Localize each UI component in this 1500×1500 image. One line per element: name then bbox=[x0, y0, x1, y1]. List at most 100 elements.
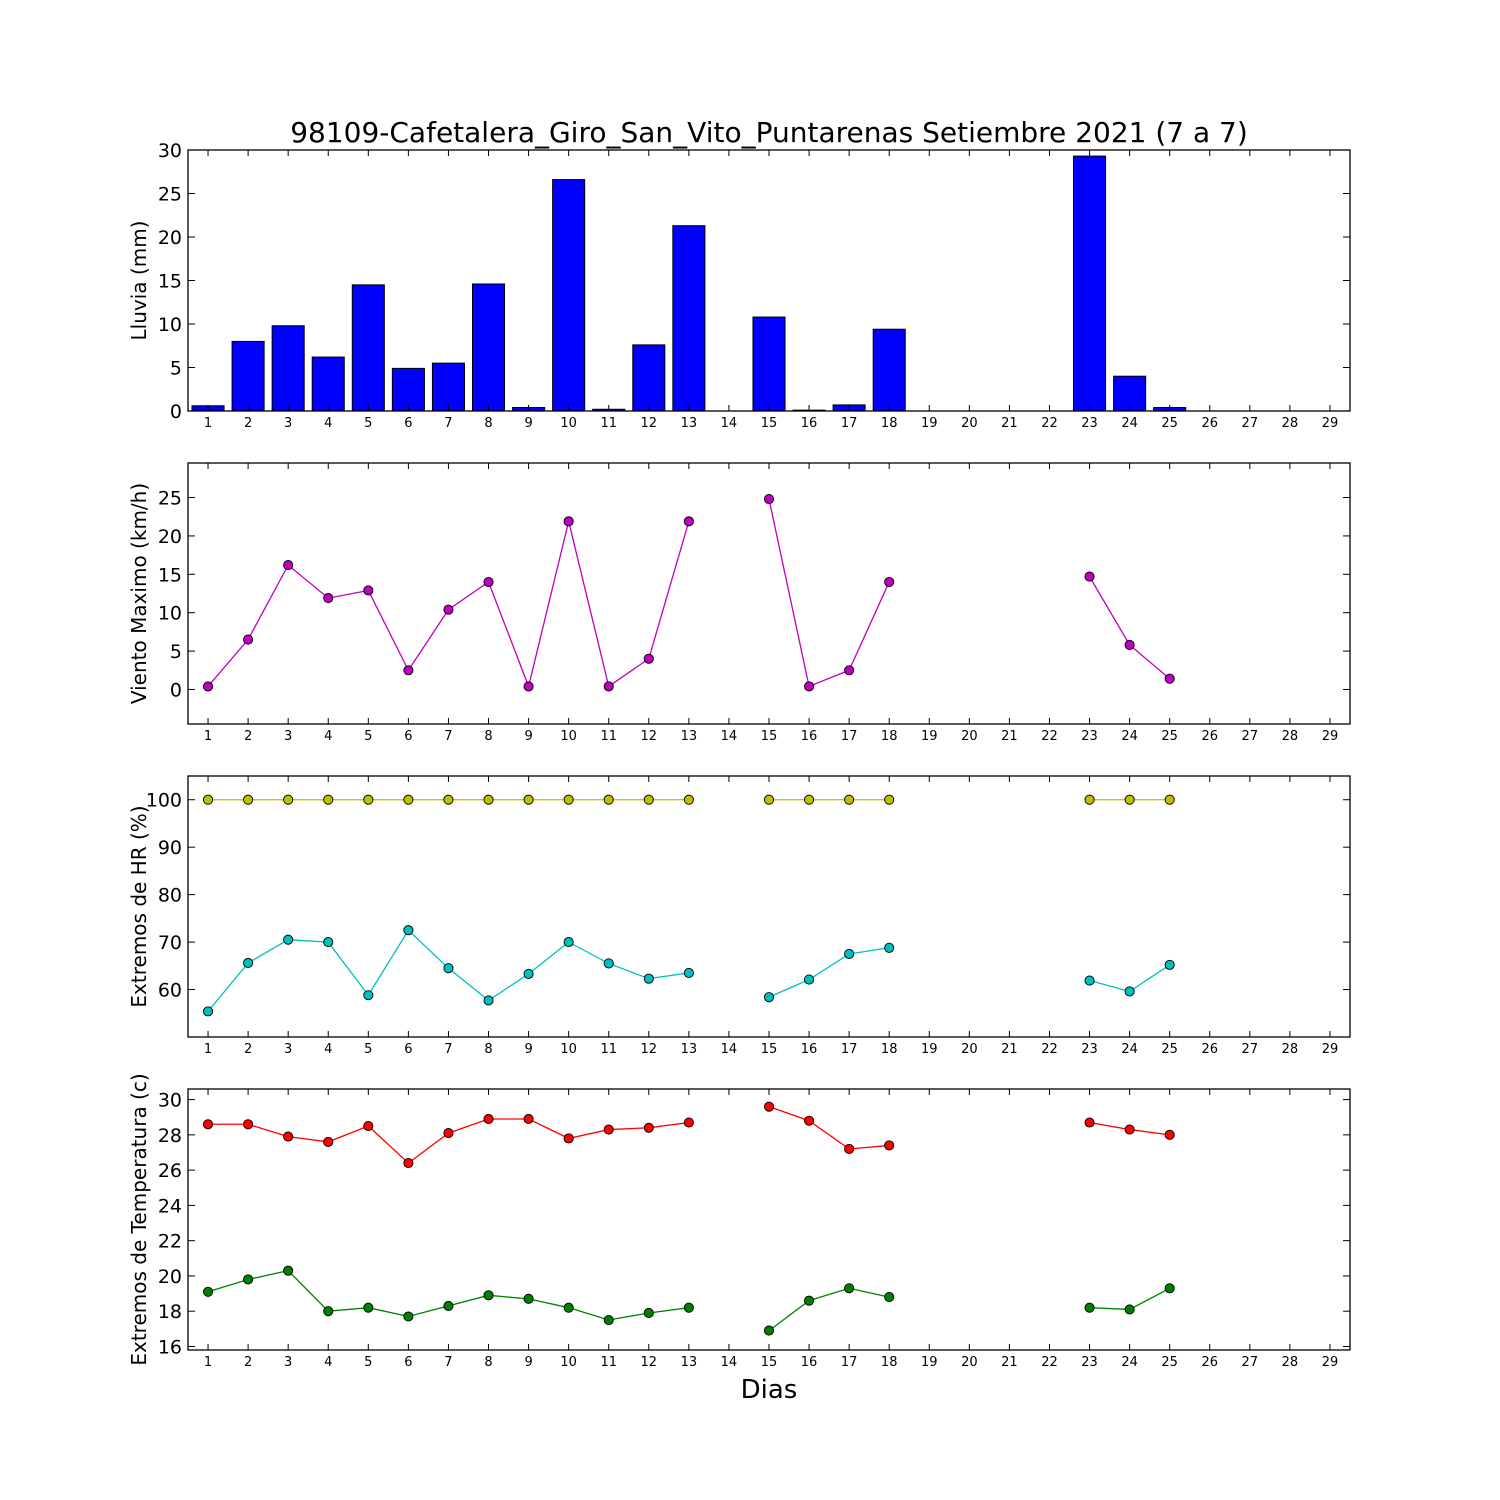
wind-y-tick-label: 5 bbox=[170, 641, 182, 663]
wind-y-tick-label: 10 bbox=[158, 603, 182, 625]
hr-y-tick-label: 90 bbox=[158, 837, 182, 859]
hr-series-0-point bbox=[1084, 794, 1095, 805]
hr-y-axis-label: Extremos de HR (%) bbox=[127, 805, 151, 1007]
temp-series-0-point bbox=[523, 1113, 534, 1125]
rain-bar bbox=[1073, 155, 1107, 412]
rain-y-axis-label: Lluvia (mm) bbox=[127, 221, 151, 341]
hr-series-0-point bbox=[1124, 794, 1135, 805]
hr-x-tick-label: 15 bbox=[761, 1042, 778, 1057]
temp-series-1-point bbox=[283, 1265, 294, 1276]
rain-x-tick-label: 5 bbox=[364, 416, 372, 431]
temp-x-tick-label: 24 bbox=[1121, 1355, 1138, 1370]
hr-x-tick-label: 4 bbox=[324, 1042, 332, 1057]
wind-y-tick-label: 0 bbox=[170, 679, 182, 701]
wind-y-tick-label: 15 bbox=[158, 564, 182, 586]
hr-x-tick-label: 6 bbox=[404, 1042, 412, 1057]
hr-x-tick-label: 2 bbox=[244, 1042, 252, 1057]
wind-x-tick-label: 10 bbox=[560, 729, 577, 744]
wind-x-tick-label: 21 bbox=[1001, 729, 1018, 744]
rain-x-tick-label: 15 bbox=[761, 416, 778, 431]
temp-series-1-point bbox=[243, 1274, 254, 1285]
rain-bar bbox=[351, 284, 385, 412]
hr-x-tick-label: 28 bbox=[1282, 1042, 1299, 1057]
rain-y-tick-label: 20 bbox=[158, 227, 182, 249]
wind-series-0-line bbox=[768, 498, 890, 688]
temp-series-1-point bbox=[443, 1300, 454, 1311]
temp-x-tick-label: 7 bbox=[444, 1355, 452, 1370]
temp-series-1-point bbox=[483, 1290, 494, 1301]
wind-x-tick-label: 5 bbox=[364, 729, 372, 744]
hr-series-0-point bbox=[283, 794, 294, 805]
temp-y-axis-label: Extremos de Temperatura (c) bbox=[127, 1073, 151, 1365]
hr-series-0-point bbox=[844, 794, 855, 805]
wind-series-0-point bbox=[403, 665, 414, 676]
hr-series-1-point bbox=[603, 958, 614, 969]
temp-y-tick-label: 24 bbox=[158, 1195, 182, 1217]
hr-series-1-line bbox=[768, 947, 890, 998]
rain-x-tick-label: 17 bbox=[841, 416, 858, 431]
hr-series-0-point bbox=[1164, 794, 1175, 805]
temp-x-tick-label: 26 bbox=[1201, 1355, 1218, 1370]
hr-series-0-point bbox=[363, 794, 374, 805]
x-axis-label: Dias bbox=[741, 1375, 798, 1405]
hr-series-0-point bbox=[483, 794, 494, 805]
hr-x-tick-label: 24 bbox=[1121, 1042, 1138, 1057]
temp-x-tick-label: 28 bbox=[1282, 1355, 1299, 1370]
rain-bar bbox=[311, 356, 345, 412]
wind-x-tick-label: 9 bbox=[524, 729, 532, 744]
temp-x-tick-label: 10 bbox=[560, 1355, 577, 1370]
hr-series-1-point bbox=[523, 968, 534, 979]
temp-x-tick-label: 8 bbox=[484, 1355, 492, 1370]
wind-series-0-point bbox=[643, 653, 654, 664]
wind-x-tick-label: 13 bbox=[681, 729, 698, 744]
rain-bar bbox=[752, 316, 786, 412]
hr-y-tick-label: 80 bbox=[158, 885, 182, 907]
rain-x-tick-label: 16 bbox=[801, 416, 818, 431]
wind-series-0-point bbox=[683, 516, 694, 527]
temp-x-tick-label: 12 bbox=[641, 1355, 658, 1370]
rain-x-tick-label: 13 bbox=[681, 416, 698, 431]
rain-x-tick-label: 3 bbox=[284, 416, 292, 431]
rain-x-tick-label: 9 bbox=[524, 416, 532, 431]
temp-x-tick-label: 25 bbox=[1161, 1355, 1178, 1370]
wind-x-tick-label: 26 bbox=[1201, 729, 1218, 744]
temp-x-tick-label: 15 bbox=[761, 1355, 778, 1370]
wind-series-0-point bbox=[1164, 673, 1175, 684]
wind-x-tick-label: 17 bbox=[841, 729, 858, 744]
rain-y-tick-label: 5 bbox=[170, 358, 182, 380]
rain-bar bbox=[552, 179, 586, 412]
temp-y-tick-label: 16 bbox=[158, 1336, 182, 1358]
rain-y-tick-label: 30 bbox=[158, 140, 182, 162]
hr-y-tick-label: 70 bbox=[158, 932, 182, 954]
temp-series-1-point bbox=[844, 1283, 855, 1294]
temp-series-1-point bbox=[363, 1302, 374, 1313]
hr-series-1-point bbox=[1124, 986, 1135, 997]
wind-series-0-point bbox=[763, 494, 775, 505]
temp-series-1-point bbox=[1124, 1304, 1135, 1315]
temp-x-tick-label: 11 bbox=[600, 1355, 617, 1370]
wind-x-tick-label: 23 bbox=[1081, 729, 1098, 744]
hr-series-0-point bbox=[202, 794, 214, 805]
temp-y-tick-label: 20 bbox=[158, 1266, 182, 1288]
temp-series-1-point bbox=[603, 1314, 614, 1326]
hr-series-1-point bbox=[323, 937, 334, 948]
hr-x-tick-label: 10 bbox=[560, 1042, 577, 1057]
chart-title: 98109-Cafetalera_Giro_San_Vito_Puntarena… bbox=[290, 116, 1248, 149]
wind-x-tick-label: 19 bbox=[921, 729, 938, 744]
hr-x-tick-label: 9 bbox=[524, 1042, 532, 1057]
hr-x-tick-label: 22 bbox=[1041, 1042, 1058, 1057]
hr-series-0-point bbox=[563, 794, 574, 805]
temp-x-tick-label: 2 bbox=[244, 1355, 252, 1370]
temp-series-1-point bbox=[804, 1295, 815, 1306]
hr-x-tick-label: 18 bbox=[881, 1042, 898, 1057]
hr-x-tick-label: 25 bbox=[1161, 1042, 1178, 1057]
wind-series-0-point bbox=[1124, 639, 1135, 650]
temp-x-tick-label: 6 bbox=[404, 1355, 412, 1370]
rain-x-tick-label: 26 bbox=[1201, 416, 1218, 431]
temp-series-0-line bbox=[768, 1106, 890, 1150]
hr-series-1-point bbox=[643, 973, 654, 984]
temp-series-0-point bbox=[323, 1136, 334, 1147]
